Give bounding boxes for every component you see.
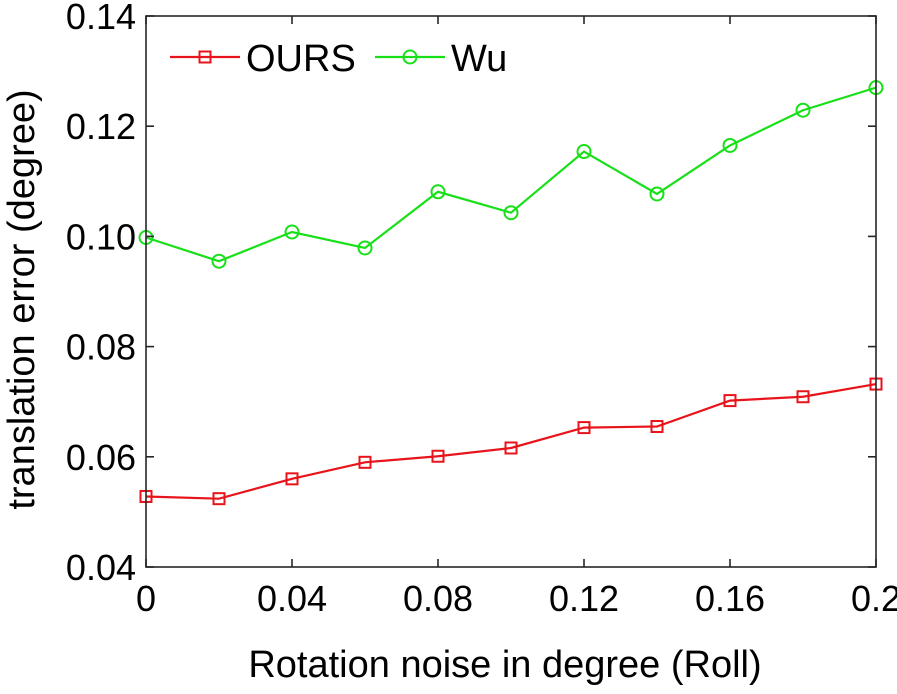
x-tick-label-3: 0.12 bbox=[549, 578, 619, 619]
point-ours-6 bbox=[577, 421, 591, 435]
point-wu-2 bbox=[284, 224, 300, 240]
point-wu-1 bbox=[211, 253, 227, 269]
point-ours-5 bbox=[504, 441, 518, 455]
point-wu-8 bbox=[722, 137, 738, 153]
ticks-layer: 0 0.04 0.08 0.12 0.16 0.20.040.060.080.100.12… bbox=[66, 0, 897, 619]
point-ours-7 bbox=[650, 419, 664, 433]
point-ours-9 bbox=[796, 390, 810, 404]
point-ours-1 bbox=[212, 492, 226, 506]
y-axis-label: translation error (degree) bbox=[1, 89, 43, 509]
y-tick-label-5: 0.14 bbox=[66, 0, 136, 37]
series-layer bbox=[138, 80, 884, 506]
series-line-ours bbox=[145, 382, 877, 500]
legend-marker-ours bbox=[198, 50, 212, 64]
series-line-wu bbox=[145, 86, 877, 263]
point-ours-3 bbox=[358, 455, 372, 469]
point-wu-6 bbox=[576, 144, 592, 160]
y-tick-label-3: 0.10 bbox=[66, 216, 136, 257]
point-ours-2 bbox=[285, 472, 299, 486]
point-wu-4 bbox=[430, 184, 446, 200]
y-tick-label-2: 0.08 bbox=[66, 327, 136, 368]
axes-layer bbox=[145, 15, 877, 568]
x-tick-label-2: 0.08 bbox=[403, 578, 473, 619]
point-wu-7 bbox=[649, 186, 665, 202]
y-tick-label-4: 0.12 bbox=[66, 106, 136, 147]
legend: OURS Wu bbox=[170, 38, 507, 80]
legend-item-ours: OURS bbox=[170, 38, 356, 80]
y-tick-label-0: 0.04 bbox=[66, 547, 136, 588]
point-wu-3 bbox=[357, 240, 373, 256]
point-ours-8 bbox=[723, 394, 737, 408]
x-tick-label-5: 0.2 bbox=[851, 578, 897, 619]
y-tick-label-1: 0.06 bbox=[66, 437, 136, 478]
x-tick-label-0: 0 bbox=[136, 578, 156, 619]
x-tick-label-4: 0.16 bbox=[695, 578, 765, 619]
point-ours-4 bbox=[431, 449, 445, 463]
x-tick-label-1: 0.04 bbox=[257, 578, 327, 619]
legend-item-wu: Wu bbox=[375, 38, 507, 80]
plot-frame bbox=[145, 15, 877, 568]
legend-label-wu: Wu bbox=[451, 38, 507, 80]
x-axis-label: Rotation noise in degree (Roll) bbox=[248, 644, 761, 686]
point-wu-5 bbox=[503, 205, 519, 221]
point-wu-9 bbox=[795, 102, 811, 118]
series-ours bbox=[139, 377, 883, 506]
series-wu bbox=[138, 80, 884, 269]
legend-label-ours: OURS bbox=[246, 38, 356, 80]
legend-marker-wu bbox=[402, 49, 418, 65]
